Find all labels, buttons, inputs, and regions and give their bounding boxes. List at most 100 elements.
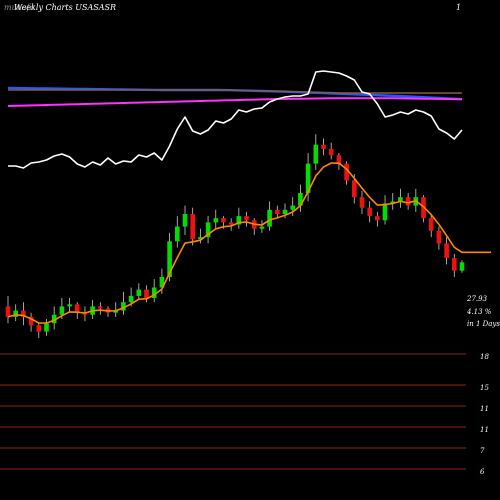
down-candle-body [144, 289, 149, 298]
chart-title: Weekly Charts USASASR [14, 3, 116, 12]
candle [36, 323, 42, 338]
up-candle-body [290, 205, 295, 210]
magenta-ma-line [7, 97, 463, 107]
up-candle-body [182, 214, 188, 227]
down-candle-body [221, 218, 226, 223]
down-candle-body [405, 197, 411, 206]
candle [459, 260, 465, 273]
candle [359, 190, 365, 214]
candle [98, 302, 103, 315]
candle [375, 211, 380, 227]
candle [213, 209, 219, 229]
up-candle-body [128, 295, 134, 303]
up-candle-body [305, 163, 311, 193]
candle [190, 207, 195, 246]
oscillator-tick-label: 18 [480, 353, 489, 361]
candle [5, 295, 11, 324]
white-strength-line [8, 70, 463, 169]
up-candle-body [313, 144, 319, 164]
up-candle-body [175, 226, 180, 242]
up-candle-body [205, 222, 211, 238]
candle [298, 184, 303, 212]
up-candle-body [382, 203, 388, 221]
candle [28, 312, 34, 332]
candle [328, 142, 334, 160]
brown-ma-line [8, 89, 462, 94]
down-candle-body [36, 325, 42, 332]
down-candle-body [336, 155, 342, 164]
candle [74, 302, 80, 319]
candle [390, 193, 395, 210]
up-candle-body [136, 289, 142, 296]
up-candle-body [51, 314, 57, 324]
candle [21, 302, 26, 326]
candle [67, 298, 72, 313]
candle [382, 195, 388, 225]
down-candle-body [352, 180, 357, 198]
oscillator-tick-label: 7 [480, 447, 485, 455]
candle [405, 193, 411, 210]
up-candle-body [159, 277, 165, 288]
oscillator-tick-label: 15 [480, 384, 489, 392]
candle [367, 201, 372, 223]
down-candle-body [228, 222, 234, 225]
candle [121, 291, 126, 315]
up-candle-body [236, 216, 242, 225]
down-candle-body [74, 304, 80, 313]
down-candle-body [444, 243, 449, 259]
up-candle-body [213, 218, 219, 223]
candle [113, 302, 118, 317]
up-candle-body [198, 237, 203, 240]
down-candle-body [98, 306, 103, 309]
candle [175, 216, 180, 248]
down-candle-body [367, 207, 372, 217]
oscillator-tick-label: 11 [480, 405, 489, 413]
down-candle-body [244, 216, 249, 221]
ema-line [7, 162, 491, 324]
down-candle-body [328, 148, 334, 156]
down-candle-body [375, 216, 380, 221]
down-candle-body [190, 214, 195, 240]
down-candle-body [436, 230, 442, 244]
up-candle-body [44, 323, 49, 332]
up-candle-body [259, 226, 265, 229]
candle [228, 218, 234, 231]
candle [398, 188, 403, 208]
down-candle-body [321, 144, 326, 149]
candle [151, 279, 157, 303]
candle [244, 211, 249, 227]
candle [267, 201, 272, 231]
down-candle-body [28, 316, 34, 326]
candle [444, 237, 449, 265]
candle [44, 319, 49, 336]
up-candle-body [13, 310, 18, 317]
up-candle-body [167, 241, 172, 277]
candle [275, 205, 280, 219]
up-candle-body [267, 209, 272, 227]
candle [259, 220, 265, 233]
candle [205, 216, 211, 244]
price-readout: 27.93 [466, 295, 488, 303]
candle [13, 304, 18, 322]
candle [452, 253, 457, 277]
oscillator-tick-label: 6 [480, 468, 485, 476]
up-candle-body [121, 302, 126, 311]
candle [290, 197, 295, 217]
candle [51, 306, 57, 330]
oscillator-panel: 18 15 11 11 7 6 [0, 353, 489, 476]
candle [236, 207, 242, 229]
up-candle-body [67, 304, 72, 307]
up-candle-body [459, 262, 465, 271]
up-candle-body [151, 287, 157, 298]
period-readout: in 1 Days [467, 320, 500, 328]
candle [182, 205, 188, 235]
up-candle-body [59, 306, 65, 315]
candle [321, 138, 326, 156]
candle [313, 134, 319, 170]
down-candle-body [5, 306, 11, 317]
up-candle-body [390, 201, 395, 204]
up-candle-body [298, 193, 303, 206]
up-candle-body [282, 209, 288, 214]
